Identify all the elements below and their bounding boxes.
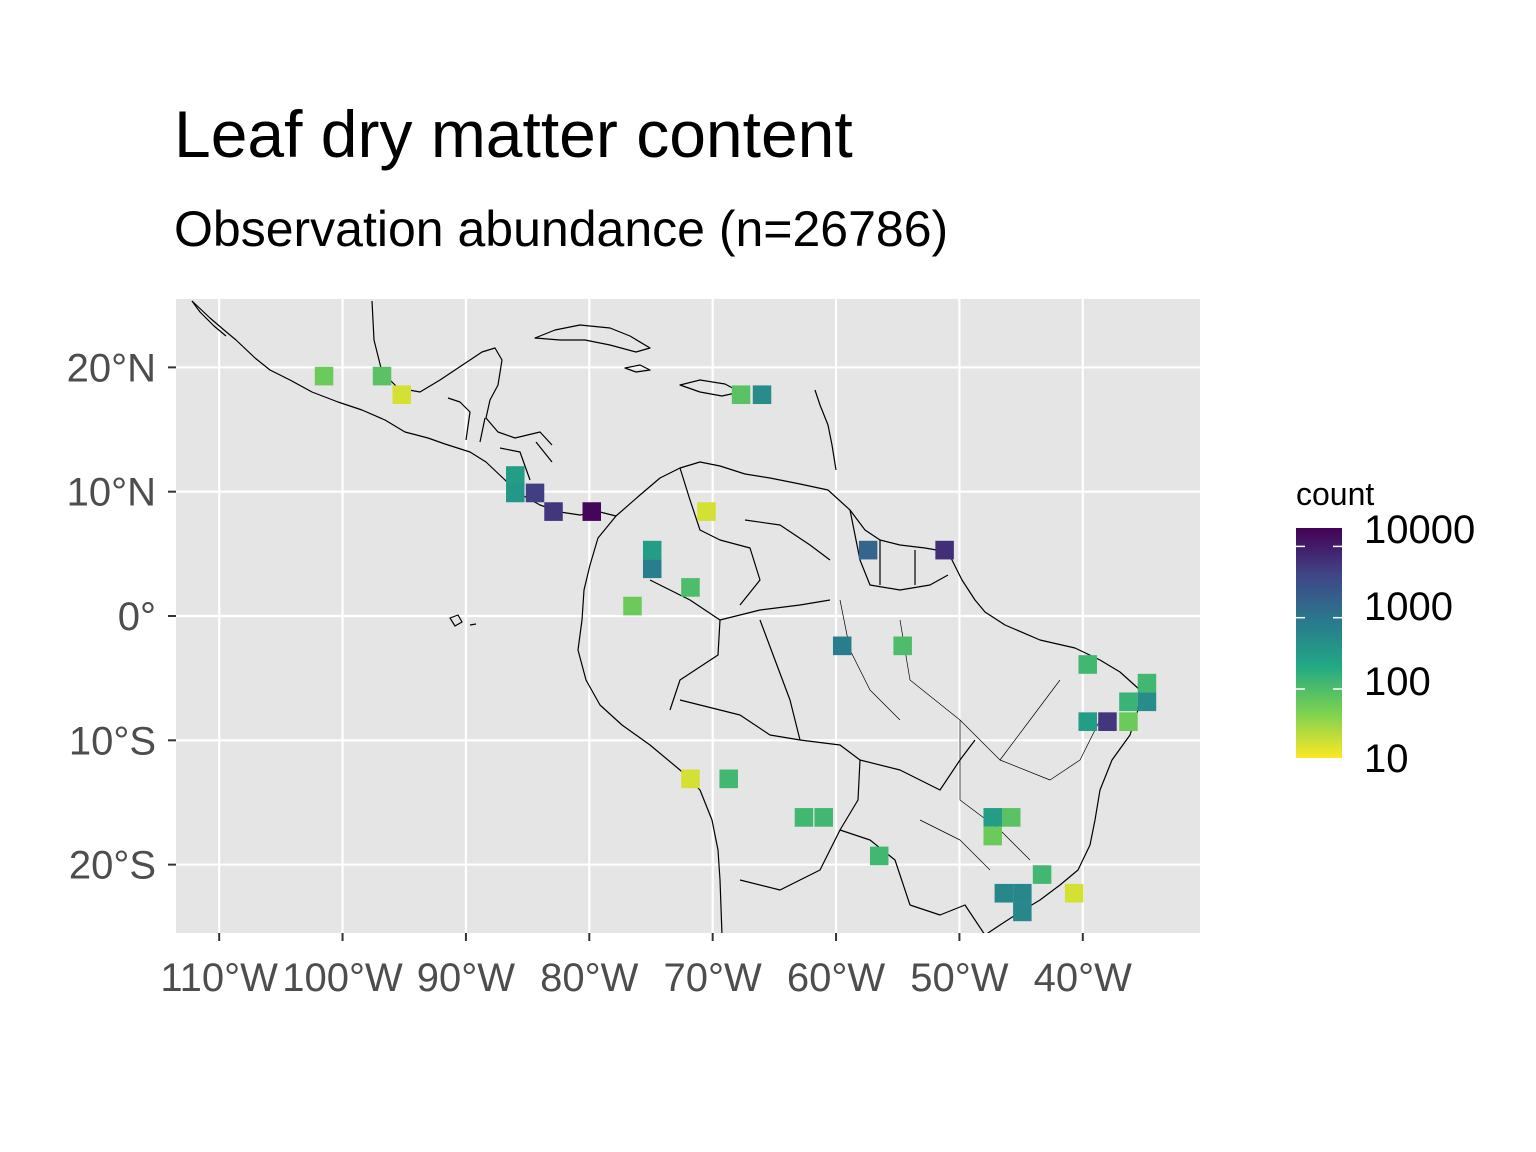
observation-bin: [1098, 712, 1117, 731]
x-tick-label: 60°W: [787, 956, 885, 1000]
x-tick-label: 40°W: [1034, 956, 1132, 1000]
observation-bin: [681, 578, 700, 597]
legend-title: count: [1296, 476, 1375, 512]
observation-bin: [1013, 883, 1032, 903]
observation-bin: [1064, 883, 1084, 903]
observation-bin: [1119, 712, 1138, 731]
gulf-of-mexico-coast: [371, 300, 553, 446]
observation-bin: [814, 808, 833, 827]
observation-bin: [731, 385, 751, 405]
south-america-west-coast: [577, 515, 723, 933]
observation-bin: [506, 483, 525, 503]
observation-bin: [983, 826, 1002, 846]
x-tick-label: 100°W: [282, 956, 403, 1000]
legend-ticks: [1296, 545, 1342, 690]
venezuela-colombia-border: [679, 467, 831, 606]
observation-bin: [719, 769, 738, 789]
brazil-borders: [739, 739, 985, 933]
south-america-coastline: [615, 461, 1141, 933]
andean-borders: [649, 579, 831, 741]
observation-bin: [525, 483, 545, 503]
observation-bin: [1001, 808, 1021, 827]
guianas-borders: [849, 509, 949, 591]
axis-ticks: 110°W 100°W 90°W 80°W 70°W 60°W 50°W 40°W 20°N 10…: [67, 346, 1133, 1000]
observation-bin: [623, 596, 642, 616]
observation-bin: [794, 808, 814, 827]
observation-bin: [935, 540, 954, 560]
observation-bin: [1137, 673, 1157, 693]
observation-bin: [1078, 655, 1097, 674]
observation-bin: [752, 385, 772, 405]
jamaica: [624, 364, 651, 373]
observation-bin: [392, 385, 412, 405]
map-gridlines: [176, 299, 1200, 933]
observation-bin: [832, 636, 852, 656]
observation-bin: [1013, 902, 1032, 922]
observation-bin: [994, 883, 1014, 903]
legend-label-10000: 10000: [1364, 508, 1476, 552]
legend-label-100: 100: [1364, 660, 1431, 704]
observation-bin: [582, 502, 602, 521]
observation-bin: [642, 559, 662, 579]
x-tick-label: 90°W: [417, 956, 515, 1000]
observation-bin: [697, 502, 716, 521]
observation-bin: [544, 502, 563, 521]
observation-bin: [869, 846, 889, 866]
y-tick-label: 0°: [118, 595, 156, 639]
legend-label-10: 10: [1364, 737, 1409, 781]
cuba: [534, 324, 651, 353]
observation-bin: [314, 366, 334, 386]
y-tick-label: 20°S: [69, 844, 156, 888]
chart-title: Leaf dry matter content: [174, 97, 853, 171]
observation-bin: [506, 466, 525, 485]
observation-bin: [372, 366, 392, 386]
y-tick-label: 10°N: [67, 471, 156, 515]
observation-bin: [681, 769, 700, 789]
central-america-borders: [447, 397, 553, 481]
observation-bin: [1137, 692, 1157, 712]
legend-label-1000: 1000: [1364, 585, 1453, 629]
lesser-antilles: [814, 389, 837, 471]
brazil-state-lines: [839, 599, 1101, 871]
x-tick-label: 80°W: [540, 956, 638, 1000]
chart-subtitle: Observation abundance (n=26786): [174, 201, 949, 257]
observation-bin: [1119, 692, 1138, 712]
x-tick-label: 110°W: [160, 956, 278, 1000]
observation-bin: [983, 808, 1002, 827]
baja-california: [191, 300, 227, 337]
observation-bin: [858, 540, 878, 560]
y-tick-label: 20°N: [67, 346, 156, 390]
observation-bin: [893, 636, 912, 656]
galapagos: [449, 614, 477, 627]
observation-bins: [314, 366, 1157, 922]
x-tick-label: 50°W: [910, 956, 1008, 1000]
observation-bin: [1032, 865, 1052, 884]
x-tick-label: 70°W: [664, 956, 762, 1000]
observation-bin: [642, 540, 662, 560]
observation-bin: [1078, 712, 1097, 731]
legend-colorbar: [1296, 528, 1342, 758]
y-tick-label: 10°S: [69, 719, 156, 763]
